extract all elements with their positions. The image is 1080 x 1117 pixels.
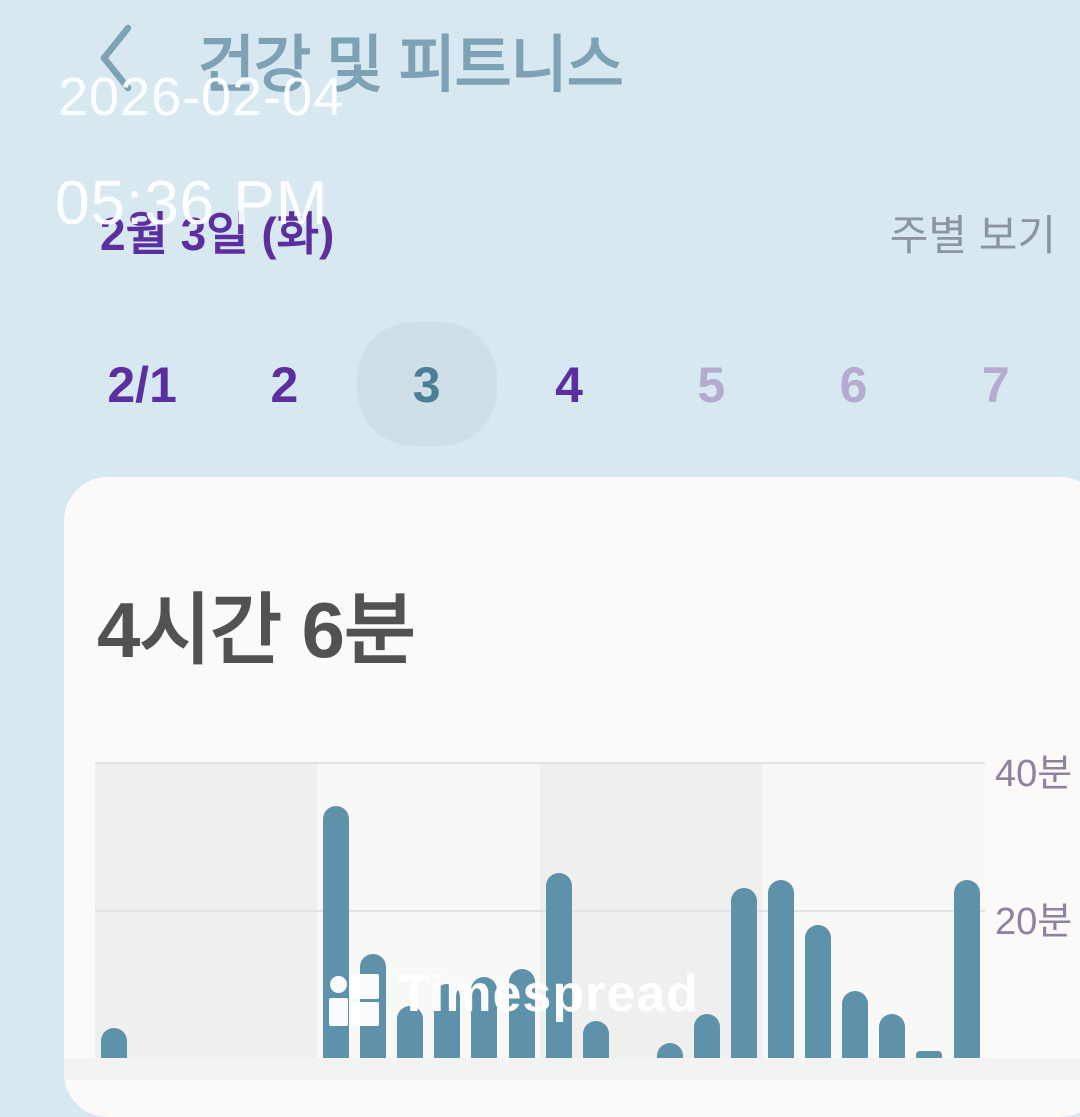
chevron-left-icon xyxy=(100,24,132,92)
usage-bar-hour-18 xyxy=(768,880,794,1058)
usage-bar-hour-8 xyxy=(397,1006,424,1058)
chart-axis-strip xyxy=(64,1058,1080,1080)
day-selector-item-2-1[interactable]: 2/1 xyxy=(71,322,213,448)
day-label: 7 xyxy=(981,357,1010,413)
usage-bar-hour-15 xyxy=(656,1043,683,1058)
y-axis-tick-40: 40분 xyxy=(995,753,1073,795)
day-label: 3 xyxy=(412,357,441,413)
usage-bar-hour-0 xyxy=(100,1028,127,1058)
day-label: 6 xyxy=(839,357,868,413)
total-usage-time: 4시간 6분 xyxy=(97,586,416,674)
day-selector-item-6[interactable]: 6 xyxy=(782,322,924,448)
hourly-usage-chart xyxy=(95,762,985,1058)
usage-bar-hour-17 xyxy=(731,888,757,1058)
overlay-date-stamp: 2026-02-04 xyxy=(58,67,345,127)
selected-day-heading: 2월 3일 (화) xyxy=(100,208,335,260)
page-title: 건강 및 피트니스 xyxy=(198,31,624,100)
day-label: 5 xyxy=(697,357,726,413)
y-axis-tick-20: 20분 xyxy=(995,901,1073,943)
day-label: 2/1 xyxy=(107,357,177,413)
usage-bar-hour-23 xyxy=(953,880,980,1058)
usage-bar-hour-20 xyxy=(842,991,869,1058)
usage-bar-hour-22 xyxy=(916,1051,943,1058)
watermark: Timespread xyxy=(328,964,699,1026)
day-selector-item-5[interactable]: 5 xyxy=(640,322,782,448)
usage-bar-hour-19 xyxy=(805,925,832,1058)
usage-bar-hour-12 xyxy=(545,873,572,1058)
overlay-time-stamp: 05:36 PM xyxy=(55,169,329,238)
usage-bar-hour-9 xyxy=(434,984,461,1058)
usage-bar-hour-13 xyxy=(582,1021,609,1058)
usage-bar-hour-21 xyxy=(879,1014,906,1058)
day-label: 2 xyxy=(270,357,299,413)
day-label: 4 xyxy=(555,357,583,413)
gridline-40 xyxy=(95,762,985,764)
usage-bar-hour-10 xyxy=(471,977,498,1058)
timespread-logo-icon xyxy=(328,972,390,1026)
day-selector-item-3[interactable]: 3 xyxy=(356,322,498,448)
gridline-20 xyxy=(95,910,985,912)
usage-bar-hour-11 xyxy=(508,969,535,1058)
day-selector-item-4[interactable]: 4 xyxy=(498,322,640,448)
back-button[interactable] xyxy=(88,18,144,98)
day-selector-item-2[interactable]: 2 xyxy=(213,322,355,448)
watermark-text: Timespread xyxy=(398,965,699,1023)
weekly-view-button[interactable]: 주별 보기 xyxy=(889,212,1056,259)
day-selector: 2/1 2 3 4 5 6 7 xyxy=(71,322,1067,448)
usage-bar-hour-16 xyxy=(693,1014,720,1058)
selected-day-pill xyxy=(356,322,497,446)
day-selector-item-7[interactable]: 7 xyxy=(925,322,1067,448)
